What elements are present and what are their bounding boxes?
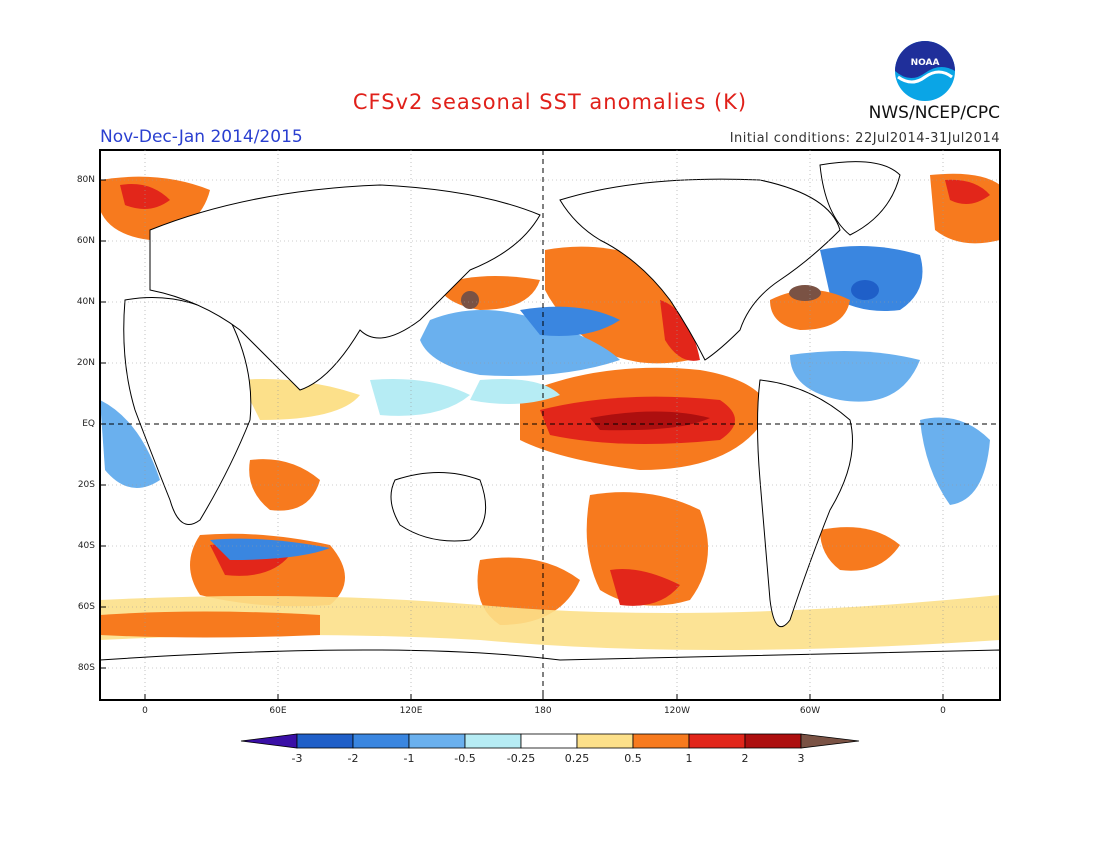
logo-text: NOAA <box>911 58 940 68</box>
tick-marks <box>100 179 944 700</box>
colorbar-label: -1 <box>403 752 415 765</box>
chart-title: CFSv2 seasonal SST anomalies (K) <box>352 90 748 114</box>
colorbar-segment <box>352 733 410 749</box>
colorbar-label: 1 <box>685 752 693 765</box>
colorbar <box>240 733 860 749</box>
colorbar-segment <box>688 733 746 749</box>
lat-label: EQ <box>82 419 95 429</box>
noaa-logo: NOAA <box>895 41 955 101</box>
lat-label: 60S <box>77 602 95 612</box>
forecast-period: Nov-Dec-Jan 2014/2015 <box>100 127 303 147</box>
colorbar-segment <box>240 733 298 749</box>
colorbar-segment <box>744 733 802 749</box>
lat-label: 40N <box>76 297 95 307</box>
colorbar-segment <box>632 733 690 749</box>
map-border <box>99 149 1001 701</box>
lon-label: 120W <box>663 706 691 716</box>
colorbar-segment <box>520 733 578 749</box>
lat-label: 80S <box>77 663 95 673</box>
colorbar-label: -3 <box>291 752 303 765</box>
continents <box>100 161 1000 700</box>
colorbar-label: 2 <box>741 752 749 765</box>
lat-label: 80N <box>76 175 95 185</box>
colorbar-segment <box>408 733 466 749</box>
colorbar-segment <box>576 733 634 749</box>
lon-label: 60E <box>269 706 287 716</box>
lat-label: 20S <box>77 480 95 490</box>
colorbar-label: 0.5 <box>624 752 642 765</box>
lon-label: 180 <box>534 706 552 716</box>
lat-label: 20N <box>76 358 95 368</box>
colorbar-segment <box>464 733 522 749</box>
colorbar-segment <box>800 733 860 749</box>
lon-label: 120E <box>399 706 423 716</box>
lon-label: 60W <box>799 706 821 716</box>
initial-conditions: Initial conditions: 22Jul2014-31Jul2014 <box>729 131 1000 146</box>
colorbar-label: -2 <box>347 752 359 765</box>
organization-label: NWS/NCEP/CPC <box>868 103 1000 123</box>
lon-label: 0 <box>940 706 946 716</box>
lat-label: 60N <box>76 236 95 246</box>
lon-label: 0 <box>142 706 148 716</box>
colorbar-segment <box>296 733 354 749</box>
colorbar-label: -0.5 <box>454 752 476 765</box>
colorbar-label: 3 <box>797 752 805 765</box>
lat-label: 40S <box>77 541 95 551</box>
anomaly-field <box>100 173 1000 650</box>
colorbar-label: 0.25 <box>564 752 590 765</box>
colorbar-label: -0.25 <box>506 752 536 765</box>
